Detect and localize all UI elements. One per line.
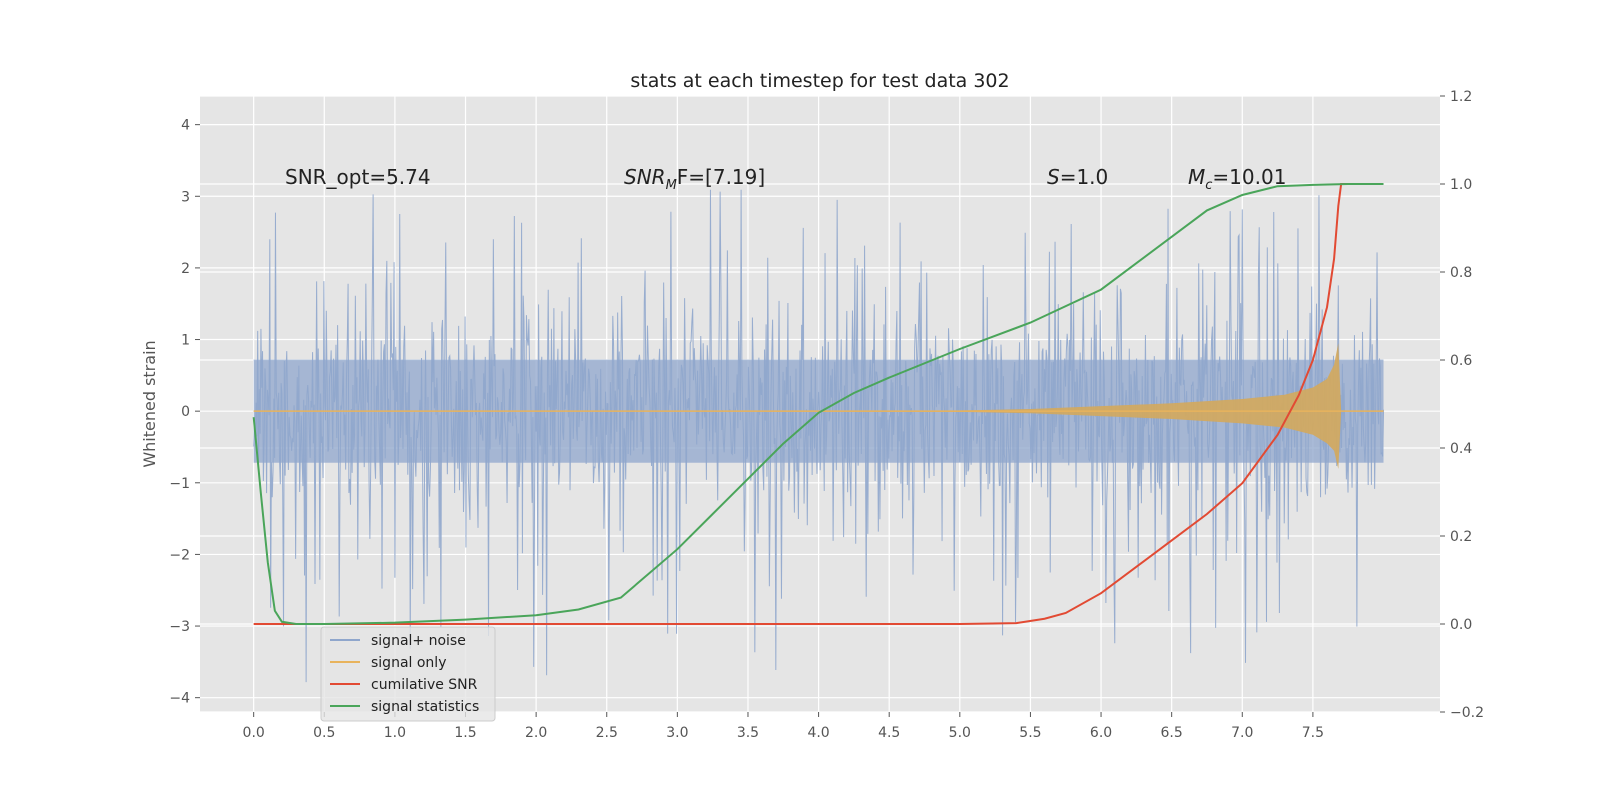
x-tick-label: 1.0	[384, 725, 406, 741]
annotation-snr-mf-main: SNR	[624, 165, 666, 189]
y-left-tick-label: 0	[181, 404, 190, 420]
x-tick-label: 7.5	[1302, 725, 1324, 741]
signal-noise-line	[253, 189, 1385, 683]
signal-only-envelope	[253, 343, 1384, 469]
y-right-tick-label: 0.2	[1450, 529, 1472, 545]
y-left-tick-label: 4	[181, 118, 190, 134]
y-axis-label: Whitened strain	[140, 340, 159, 467]
annotation-snr-opt: SNR_opt=5.74	[285, 165, 431, 189]
x-tick-label: 6.5	[1161, 725, 1183, 741]
y-left-tick-label: 3	[181, 189, 190, 205]
y-left-tick-label: −3	[169, 619, 190, 635]
annotation-s: S=1.0	[1047, 165, 1108, 189]
y-left-tick-label: −2	[169, 547, 190, 563]
y-left-tick-label: 2	[181, 261, 190, 277]
legend-label-cumulative-snr: cumilative SNR	[371, 677, 478, 693]
x-tick-label: 3.0	[666, 725, 688, 741]
y-right-tick-label: 1.2	[1450, 89, 1472, 105]
cumulative-snr-line	[253, 183, 1384, 625]
annotation-s-rest: =1.0	[1060, 165, 1109, 189]
x-tick-label: 6.0	[1090, 725, 1112, 741]
annotation-snr-mf-sub: M	[666, 178, 677, 193]
annotation-mc: Mc=10.01	[1188, 165, 1286, 193]
x-tick-label: 5.0	[949, 725, 971, 741]
legend-label-signal-statistics: signal statistics	[371, 699, 479, 715]
tick-labels: 0.0 0.5 1.0 1.5 2.0 2.5 3.0 3.5 4.0 4.5 5.0 5.5 6.0 6…	[169, 89, 1484, 741]
y-right-tick-label: 0.0	[1450, 617, 1472, 633]
annotation-mc-rest: =10.01	[1212, 165, 1286, 189]
annotation-snr-mf-rest: F=[7.19]	[677, 165, 765, 189]
y-left-tick-label: −1	[169, 476, 190, 492]
x-tick-label: 0.5	[313, 725, 335, 741]
x-tick-label: 1.5	[454, 725, 476, 741]
annotation-mc-main: M	[1188, 165, 1205, 189]
x-tick-label: 2.5	[596, 725, 618, 741]
x-tick-label: 2.0	[525, 725, 547, 741]
y-right-tick-label: −0.2	[1450, 705, 1484, 721]
x-tick-label: 4.5	[878, 725, 900, 741]
statistics-lines	[252, 183, 1384, 625]
legend-box	[320, 626, 496, 722]
legend-label-signal-only: signal only	[371, 655, 446, 671]
legend-label-signal-noise: signal+ noise	[371, 633, 466, 649]
y-right-tick-label: 0.8	[1450, 265, 1472, 281]
legend: signal+ noise signal only cumilative SNR…	[320, 626, 496, 722]
annotation-s-main: S	[1047, 165, 1060, 189]
y-right-tick-label: 1.0	[1450, 177, 1472, 193]
x-tick-label: 4.0	[807, 725, 829, 741]
x-tick-label: 3.5	[737, 725, 759, 741]
x-tick-label: 7.0	[1231, 725, 1253, 741]
signal-statistics-line	[252, 183, 1384, 625]
y-left-tick-label: −4	[169, 691, 190, 707]
y-right-tick-label: 0.4	[1450, 441, 1472, 457]
y-right-tick-label: 0.6	[1450, 353, 1472, 369]
x-tick-label: 5.5	[1019, 725, 1041, 741]
signal-only-series	[253, 343, 1384, 469]
annotation-snr-mf: SNRMF=[7.19]	[624, 165, 765, 193]
annotation-mc-sub: c	[1205, 178, 1212, 193]
chart-title: stats at each timestep for test data 302	[630, 70, 1009, 92]
y-left-tick-label: 1	[181, 333, 190, 349]
x-tick-label: 0.0	[243, 725, 265, 741]
